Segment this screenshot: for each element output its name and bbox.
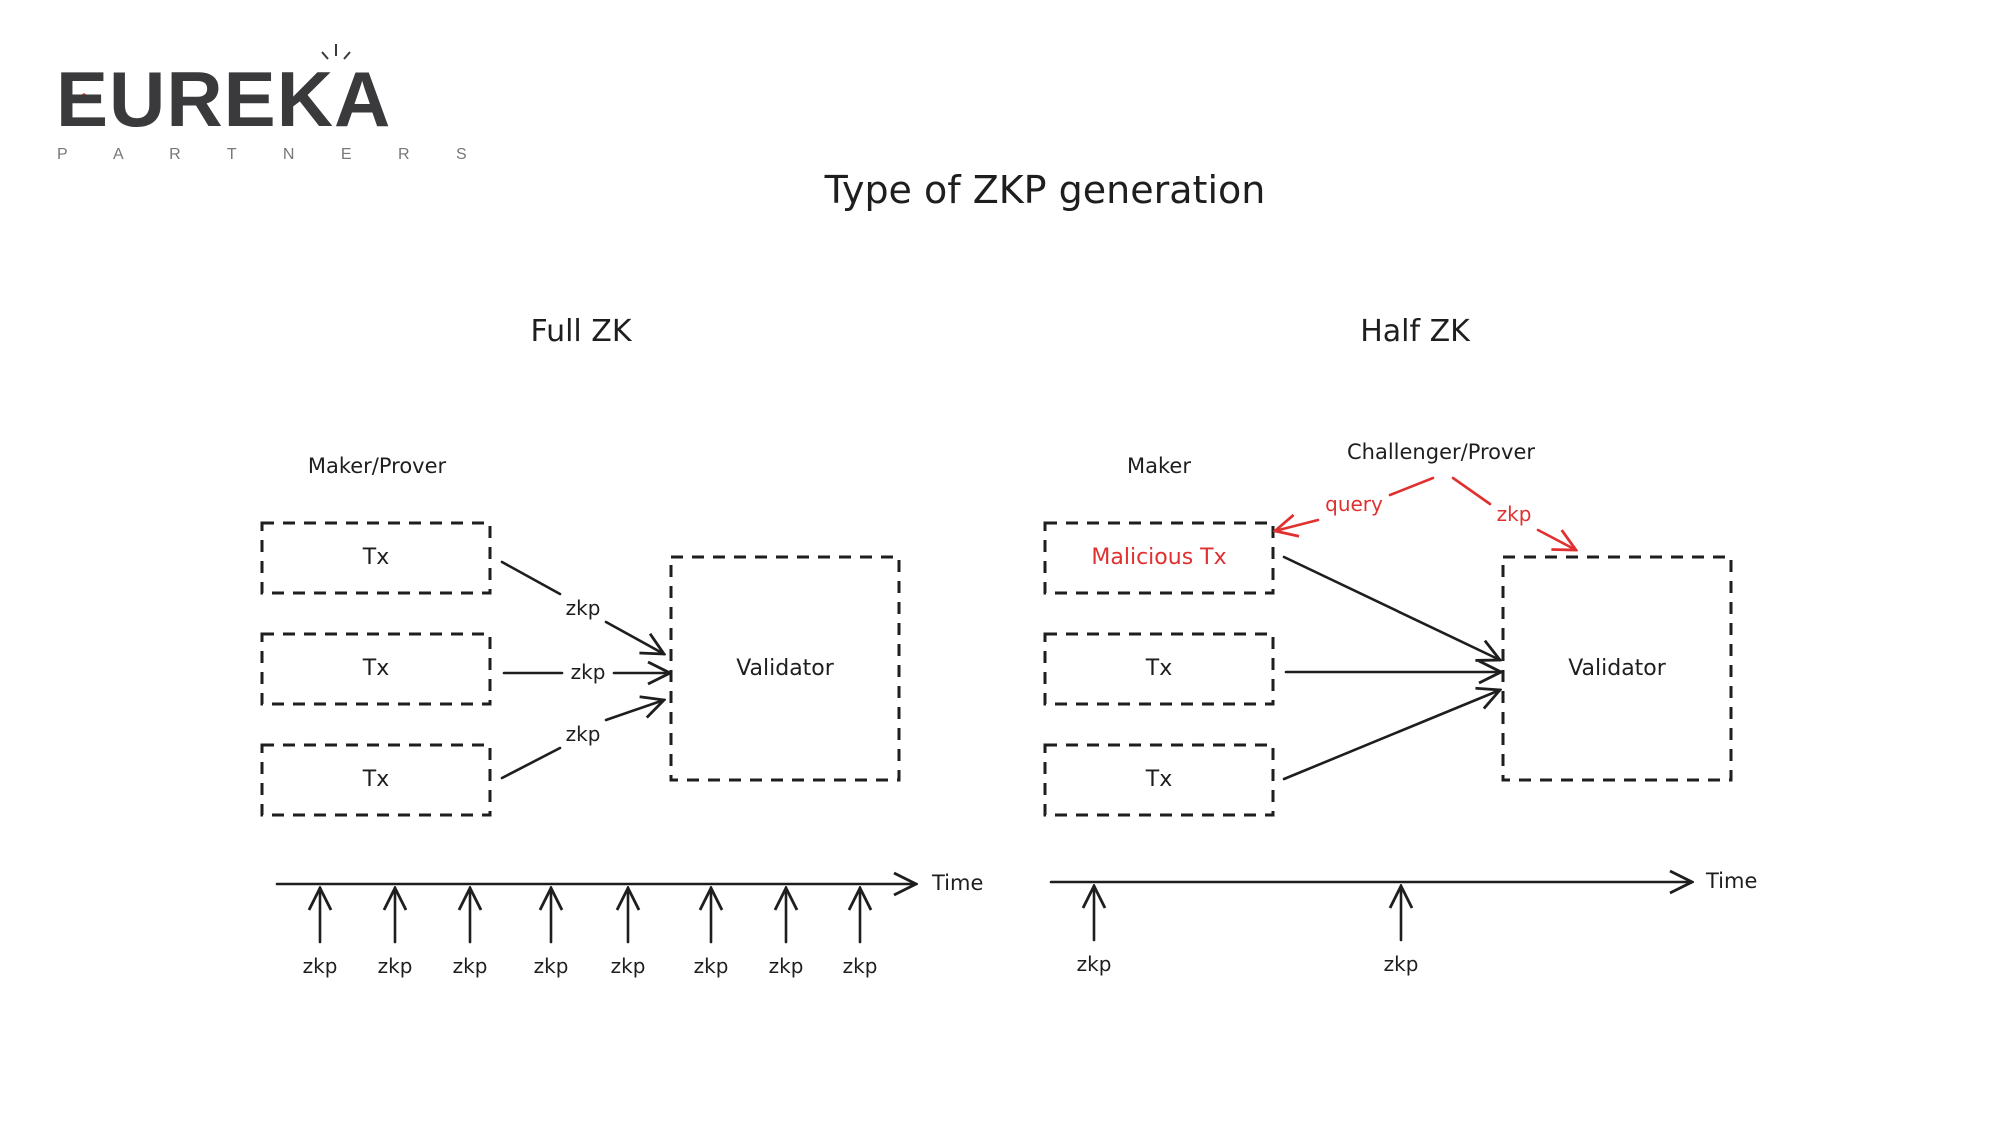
challenger-prover-label: Challenger/Prover: [1347, 440, 1535, 464]
zkp-arrow-label: zkp: [563, 596, 603, 620]
zkp-timeline-label: zkp: [842, 954, 878, 978]
zkp-timeline-label: zkp: [302, 954, 338, 978]
maker-prover-label: Maker/Prover: [307, 454, 447, 478]
tx-box: [260, 521, 492, 595]
zkp-arrow: [500, 700, 664, 780]
time-label: Time: [932, 871, 984, 895]
zkp-timeline-label: zkp: [768, 954, 804, 978]
logo-subtitle: P A R T N E R S: [57, 146, 488, 163]
zkp-arrow-label: zkp: [568, 660, 608, 684]
validator-label: Validator: [736, 656, 834, 681]
maker-label: Maker: [1127, 454, 1191, 478]
zkp-arrow-label: zkp: [563, 722, 603, 746]
logo-diamond-icon: [76, 93, 92, 103]
tx-box: [260, 632, 492, 706]
query-label: query: [1325, 492, 1383, 516]
zkp-timeline-label: zkp: [693, 954, 729, 978]
time-label: Time: [1706, 869, 1758, 893]
tx-box: [1043, 743, 1275, 817]
tx-box: [1043, 632, 1275, 706]
tx-label: Tx: [362, 767, 390, 792]
malicious-tx-label: Malicious Tx: [1091, 545, 1227, 570]
full-zk-heading: Full ZK: [530, 314, 632, 349]
tx-arrow: [1282, 690, 1500, 781]
zkp-timeline-label: zkp: [1076, 952, 1112, 976]
page-title: Type of ZKP generation: [824, 168, 1266, 212]
validator-box: [1501, 555, 1733, 782]
zkp-timeline-label: zkp: [452, 954, 488, 978]
zkp-timeline-label: zkp: [1383, 952, 1419, 976]
zkp-timeline-label: zkp: [610, 954, 646, 978]
query-arrow: [1275, 476, 1435, 531]
tx-box: [260, 743, 492, 817]
zkp-timeline-label: zkp: [377, 954, 413, 978]
zkp-red-arrow: [1451, 476, 1576, 550]
logo-spark-icon: [321, 44, 351, 60]
tx-label: Tx: [1145, 767, 1173, 792]
tx-arrow: [1282, 555, 1500, 660]
logo-wordmark: EUREKA: [56, 55, 392, 143]
zkp-timeline-label: zkp: [533, 954, 569, 978]
zkp-red-label: zkp: [1496, 502, 1532, 526]
tx-label: Tx: [1145, 656, 1173, 681]
validator-box: [669, 555, 901, 782]
validator-label: Validator: [1568, 656, 1666, 681]
tx-label: Tx: [362, 545, 390, 570]
half-zk-heading: Half ZK: [1360, 314, 1470, 349]
tx-label: Tx: [362, 656, 390, 681]
